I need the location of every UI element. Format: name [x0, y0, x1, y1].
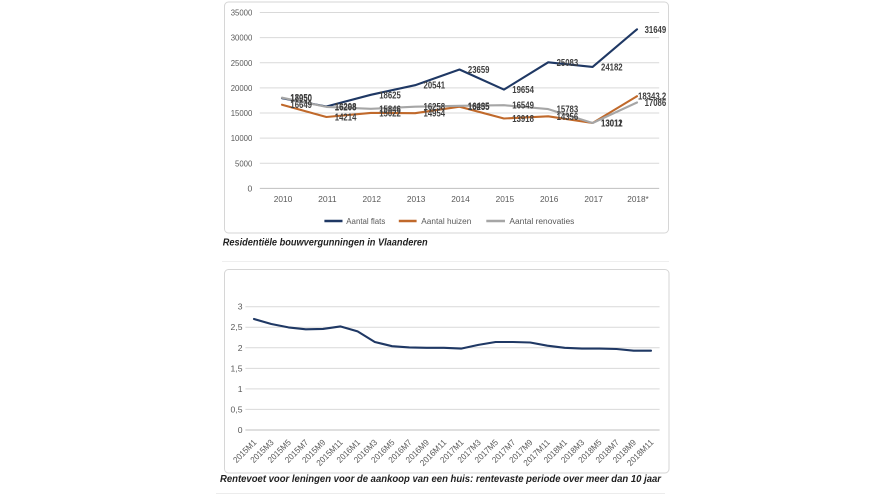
- svg-text:0: 0: [238, 425, 243, 435]
- svg-text:2012: 2012: [363, 194, 382, 204]
- svg-text:2010: 2010: [274, 194, 293, 204]
- svg-text:18625: 18625: [379, 90, 401, 101]
- svg-text:3: 3: [238, 302, 243, 312]
- svg-text:5000: 5000: [235, 158, 252, 168]
- svg-text:16435: 16435: [468, 101, 490, 112]
- svg-text:17950: 17950: [290, 94, 312, 105]
- svg-text:35000: 35000: [231, 8, 253, 18]
- svg-text:Rentevoet voor leningen voor d: Rentevoet voor leningen voor de aankoop …: [220, 473, 662, 485]
- svg-text:2,5: 2,5: [231, 322, 243, 332]
- svg-text:16208: 16208: [335, 102, 357, 113]
- svg-text:18050: 18050: [290, 93, 312, 104]
- svg-text:2: 2: [238, 343, 243, 353]
- svg-text:Aantal renovaties: Aantal renovaties: [509, 216, 574, 226]
- svg-text:17086: 17086: [645, 98, 667, 109]
- svg-text:14954: 14954: [424, 109, 446, 120]
- svg-text:31649: 31649: [645, 25, 667, 36]
- svg-text:2011: 2011: [318, 194, 337, 204]
- svg-text:Aantal huizen: Aantal huizen: [421, 216, 471, 226]
- svg-text:0,5: 0,5: [231, 404, 243, 414]
- svg-text:18343,2: 18343,2: [638, 92, 667, 103]
- svg-text:25083: 25083: [557, 58, 579, 69]
- svg-text:14356: 14356: [557, 112, 579, 123]
- svg-text:2013: 2013: [407, 194, 426, 204]
- svg-text:25000: 25000: [231, 58, 253, 68]
- svg-text:19654: 19654: [512, 85, 534, 96]
- svg-text:15783: 15783: [557, 105, 579, 116]
- svg-text:1: 1: [238, 384, 243, 394]
- svg-text:15846: 15846: [379, 104, 401, 115]
- svg-text:16255: 16255: [468, 102, 490, 113]
- svg-text:13918: 13918: [512, 114, 534, 125]
- svg-text:20000: 20000: [231, 83, 253, 93]
- svg-text:1,5: 1,5: [231, 363, 243, 373]
- svg-text:15022: 15022: [379, 108, 401, 119]
- svg-text:Aantal flats: Aantal flats: [346, 216, 385, 226]
- svg-text:23659: 23659: [468, 65, 490, 76]
- svg-text:14214: 14214: [335, 113, 357, 124]
- svg-text:20541: 20541: [424, 81, 446, 92]
- svg-text:Residentiële bouwvergunningen: Residentiële bouwvergunningen in Vlaande…: [223, 236, 428, 248]
- svg-text:13011: 13011: [601, 119, 623, 130]
- svg-text:16258: 16258: [424, 102, 446, 113]
- svg-text:10000: 10000: [231, 133, 253, 143]
- svg-text:15000: 15000: [231, 108, 253, 118]
- svg-text:2016: 2016: [540, 194, 559, 204]
- svg-text:24182: 24182: [601, 62, 623, 73]
- svg-text:2014: 2014: [451, 194, 470, 204]
- svg-text:30000: 30000: [231, 33, 253, 43]
- svg-text:16649: 16649: [290, 100, 312, 111]
- svg-text:2015: 2015: [496, 194, 515, 204]
- svg-text:2018*: 2018*: [627, 194, 649, 204]
- svg-text:13012: 13012: [601, 119, 623, 130]
- svg-text:16549: 16549: [512, 101, 534, 112]
- svg-text:2017: 2017: [584, 194, 603, 204]
- svg-text:0: 0: [248, 183, 253, 193]
- svg-text:16298: 16298: [335, 102, 357, 113]
